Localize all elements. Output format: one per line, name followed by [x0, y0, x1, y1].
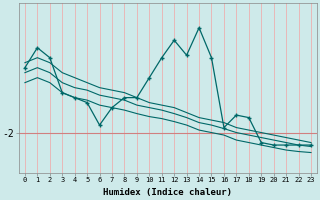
X-axis label: Humidex (Indice chaleur): Humidex (Indice chaleur)	[103, 188, 232, 197]
